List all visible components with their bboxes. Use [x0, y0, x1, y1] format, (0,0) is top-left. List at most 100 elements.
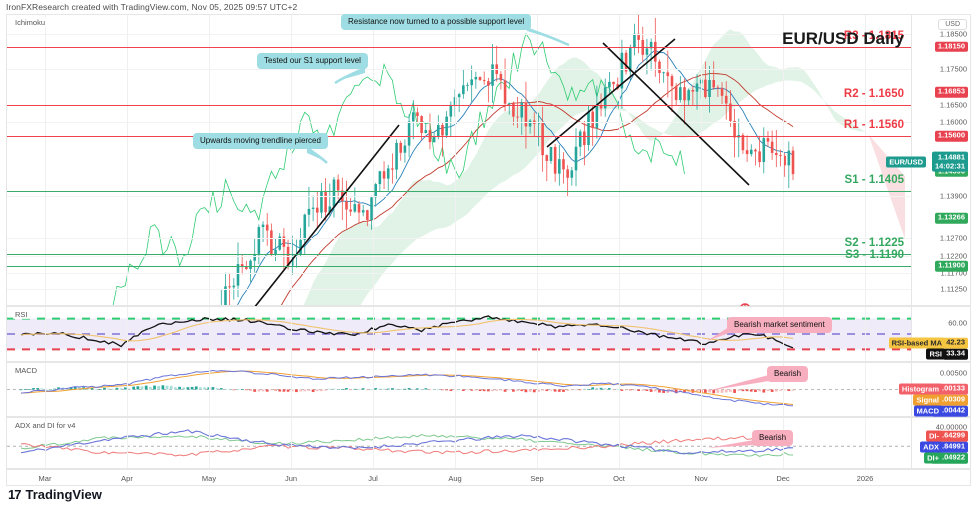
rsi-pane[interactable]: RSI 60.00 RSI-based MA 42.23 RSI 33.34 B…	[6, 306, 971, 362]
attribution-text: IronFXResearch created with TradingView.…	[6, 2, 298, 12]
callout-tested-s1: Tested our S1 support level	[257, 53, 368, 69]
price-tick: 1.18500	[939, 29, 967, 39]
indicator-value-histogram: -0.00133	[932, 383, 968, 395]
gridline-vertical	[291, 418, 292, 468]
price-tick: 1.11700	[940, 268, 967, 278]
indicator-name-histogram: Histogram	[898, 383, 942, 395]
gridline-vertical	[291, 307, 292, 361]
gridline-vertical	[783, 307, 784, 361]
adx-pane[interactable]: ADX and DI for v4 40.00000 DI- 28.64299 AD…	[6, 417, 971, 469]
gridline-vertical	[455, 15, 456, 305]
price-tick: 1.12200	[939, 251, 967, 261]
indicator-name-di: DI-	[926, 430, 942, 442]
tradingview-logo[interactable]: 17 TradingView	[8, 487, 102, 502]
gridline-vertical	[373, 15, 374, 305]
tradingview-mark-icon: 17	[8, 487, 22, 502]
indicator-name-macd: MACD	[913, 405, 942, 417]
ichimoku-cloud-bearish	[868, 133, 905, 240]
gridline-horizontal	[7, 122, 911, 124]
ichimoku-chikou-line	[112, 32, 685, 305]
adx-di-minus-line	[20, 435, 794, 457]
time-label: Nov	[694, 474, 708, 483]
time-axis[interactable]: Mar Apr May Jun Jul Aug Sep Oct Nov Dec 2026	[6, 469, 971, 486]
gridline-vertical	[209, 363, 210, 416]
price-pane[interactable]: Ichimoku USD 1.18500 1.17500 1.16500 1.1600…	[6, 14, 971, 307]
gridline-vertical	[865, 363, 866, 416]
macd-histogram	[19, 385, 795, 394]
price-tick: 1.17500	[939, 64, 967, 74]
gridline-vertical	[783, 363, 784, 416]
macd-top-tick: 0.00500	[939, 368, 967, 378]
indicator-value-macd: -0.00442	[932, 405, 968, 417]
indicator-value-di: 13.04922	[930, 452, 968, 464]
gridline-vertical	[45, 15, 46, 305]
macd-signal-line	[20, 370, 794, 405]
page-title: EUR/USD Daily	[782, 29, 904, 48]
indicator-value-adx: 17.84991	[930, 441, 968, 453]
rsi-plot-area[interactable]	[7, 307, 911, 361]
time-label: Apr	[121, 474, 133, 483]
time-label: 2026	[856, 474, 874, 483]
level-badge-s3: 1.11900	[935, 261, 968, 272]
adx-pane-label: ADX and DI for v4	[13, 421, 78, 430]
gridline-vertical	[537, 418, 538, 468]
macd-pane-label: MACD	[13, 366, 40, 375]
rsi-ma-value: 42.23	[943, 337, 968, 349]
adx-di-plus-line	[20, 434, 794, 457]
time-label: Aug	[448, 474, 462, 483]
gridline-vertical	[537, 15, 538, 305]
gridline-vertical	[701, 15, 702, 305]
gridline-horizontal	[7, 104, 911, 106]
time-label: Jun	[284, 474, 298, 483]
gridline-vertical	[619, 418, 620, 468]
last-price-value: 1.14881	[937, 152, 965, 162]
gridline-vertical	[865, 418, 866, 468]
price-candlestick-series	[112, 15, 905, 305]
price-pane-label: Ichimoku	[13, 18, 48, 27]
rsi-ma-tag: RSI-based MA	[888, 337, 945, 349]
callout-rsi-sentiment: Bearish market sentiment	[727, 317, 832, 333]
callout-macd-bearish: Bearish	[767, 366, 809, 382]
rsi-ma-line	[20, 318, 794, 342]
indicator-name-signal: Signal	[913, 394, 942, 406]
candles	[220, 15, 795, 305]
price-tick: 1.11250	[940, 284, 967, 294]
gridline-vertical	[701, 307, 702, 361]
tradingview-wordmark: TradingView	[25, 487, 102, 502]
gridline-horizontal	[7, 255, 911, 257]
time-label: Oct	[613, 474, 625, 483]
ichimoku-cloud	[303, 29, 869, 305]
gridline-horizontal	[7, 273, 911, 275]
gridline-vertical	[291, 363, 292, 416]
gridline-vertical	[209, 418, 210, 468]
gridline-vertical	[127, 363, 128, 416]
macd-pane[interactable]: MACD 0.00500 0.00000 Histogram-0.00133Si…	[6, 362, 971, 417]
level-badge-r2: 1.16853	[934, 86, 968, 98]
callout-resistance-support: Resistance now turned to a possible supp…	[341, 14, 532, 30]
callout-trendline-pierced: Upwards moving trendline pierced	[193, 133, 328, 149]
price-tick: 1.13900	[939, 191, 967, 201]
last-price-badge: 1.14881 14:02:31	[931, 151, 968, 172]
gridline-vertical	[619, 15, 620, 305]
price-tick: 1.16000	[939, 117, 967, 127]
indicator-value-signal: -0.00309	[932, 394, 968, 406]
rsi-level-tick: 60.00	[948, 318, 967, 328]
gridline-vertical	[537, 307, 538, 361]
level-badge-r1: 1.15600	[934, 130, 968, 142]
gridline-vertical	[619, 363, 620, 416]
rsi-axis[interactable]: 60.00	[911, 307, 970, 361]
adx-top-tick: 40.00000	[935, 422, 967, 432]
time-label: May	[201, 474, 217, 483]
price-plot-area[interactable]	[7, 15, 911, 305]
price-tick: 1.16500	[939, 100, 967, 110]
gridline-vertical	[701, 418, 702, 468]
gridline-vertical	[373, 418, 374, 468]
gridline-vertical	[455, 418, 456, 468]
adx-axis[interactable]: 40.00000	[911, 418, 970, 468]
gridline-vertical	[865, 307, 866, 361]
symbol-tag: EUR/USD	[886, 156, 926, 168]
gridline-vertical	[537, 363, 538, 416]
last-price-time: 14:02:31	[934, 161, 965, 171]
gridline-vertical	[127, 307, 128, 361]
gridline-vertical	[619, 307, 620, 361]
